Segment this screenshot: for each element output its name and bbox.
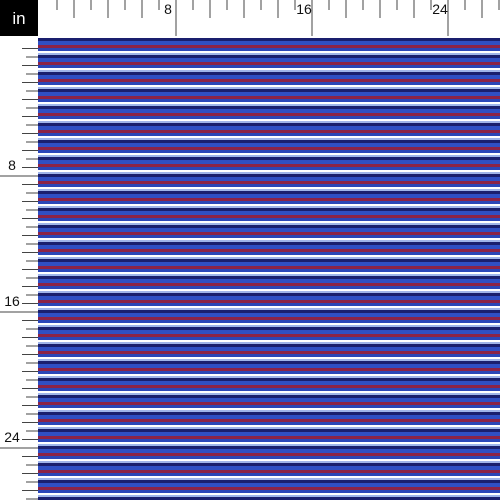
left-ruler-label: 8: [8, 157, 16, 173]
left-ruler-label: 24: [4, 429, 20, 445]
unit-label: in: [12, 9, 25, 28]
unit-box: [0, 0, 38, 36]
top-ruler-label: 24: [432, 1, 448, 17]
fabric-swatch: [38, 38, 500, 500]
left-ruler-label: 16: [4, 293, 20, 309]
top-ruler-label: 8: [164, 1, 172, 17]
top-ruler-label: 16: [296, 1, 312, 17]
